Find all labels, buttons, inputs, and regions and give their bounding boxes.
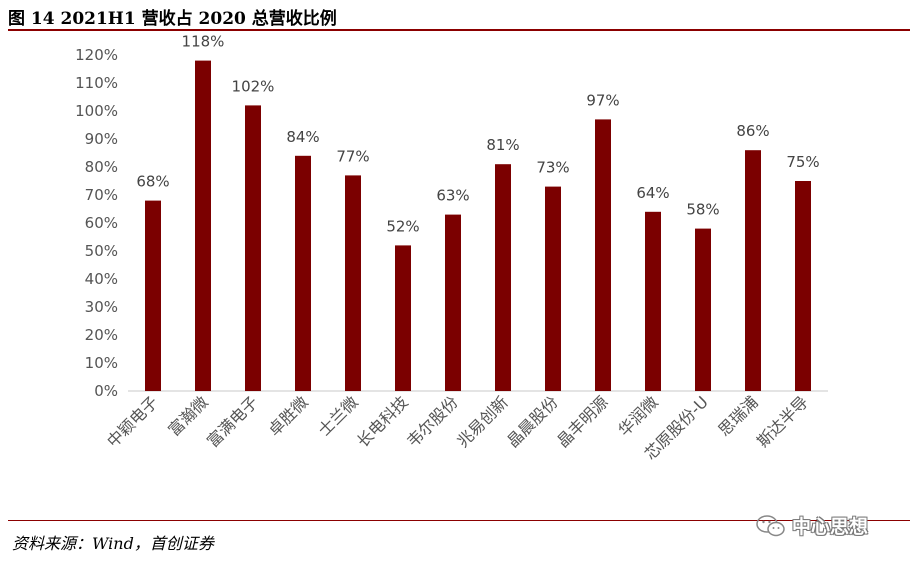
y-tick-label: 0% <box>94 382 118 400</box>
x-category-label: 兆易创新 <box>453 392 512 451</box>
y-tick-label: 50% <box>85 242 118 260</box>
x-category-label: 晶丰明源 <box>553 392 612 451</box>
y-tick-label: 90% <box>85 130 118 148</box>
y-tick-label: 10% <box>85 354 118 372</box>
bar <box>795 181 811 391</box>
data-label: 68% <box>136 173 169 191</box>
footer-rule <box>8 520 910 521</box>
title-rule <box>8 29 910 31</box>
x-category-label: 中颖电子 <box>103 392 162 451</box>
x-category-label: 士兰微 <box>314 392 361 439</box>
bar <box>595 119 611 392</box>
figure-title: 图 14 2021H1 营收占 2020 总营收比例 <box>8 9 337 29</box>
x-category-label: 长电科技 <box>353 392 412 451</box>
data-label: 63% <box>436 187 469 205</box>
x-category-label: 韦尔股份 <box>403 392 462 451</box>
data-label: 52% <box>386 217 419 235</box>
data-label: 102% <box>232 77 275 95</box>
x-category-label: 卓胜微 <box>264 392 311 439</box>
data-label: 73% <box>536 159 569 177</box>
data-label: 77% <box>336 147 369 165</box>
y-tick-label: 70% <box>85 186 118 204</box>
x-category-label: 晶晨股份 <box>503 392 562 451</box>
x-category-label: 富满电子 <box>203 392 262 451</box>
data-label: 86% <box>736 122 769 140</box>
bar <box>345 175 361 391</box>
y-tick-label: 40% <box>85 270 118 288</box>
bar <box>145 200 161 391</box>
bar <box>395 245 411 391</box>
x-category-label: 斯达半导 <box>753 392 812 451</box>
bar <box>445 214 461 391</box>
y-tick-label: 110% <box>75 74 118 92</box>
data-label: 97% <box>586 91 619 109</box>
x-category-label: 华润微 <box>614 392 661 439</box>
data-label: 64% <box>636 184 669 202</box>
bar <box>195 60 211 391</box>
x-category-label: 思瑞浦 <box>714 392 761 439</box>
bar <box>295 155 311 391</box>
data-label: 118% <box>182 33 225 51</box>
bar <box>745 150 761 391</box>
bar <box>495 164 511 391</box>
bar <box>245 105 261 392</box>
data-label: 81% <box>486 136 519 154</box>
y-tick-label: 100% <box>75 102 118 120</box>
watermark: 中心思想 <box>756 512 868 539</box>
y-tick-label: 120% <box>75 46 118 64</box>
y-tick-label: 80% <box>85 158 118 176</box>
y-tick-label: 60% <box>85 214 118 232</box>
watermark-text: 中心思想 <box>792 516 869 538</box>
bar <box>645 211 661 391</box>
wechat-icon <box>756 514 785 536</box>
bar <box>545 186 561 391</box>
y-tick-label: 30% <box>85 298 118 316</box>
x-category-label: 富瀚微 <box>164 392 211 439</box>
data-label: 75% <box>786 153 819 171</box>
data-label: 58% <box>686 201 719 219</box>
data-label: 84% <box>286 128 319 146</box>
y-tick-label: 20% <box>85 326 118 344</box>
source-note: 资料来源：Wind，首创证券 <box>12 534 214 553</box>
bar <box>695 228 711 391</box>
